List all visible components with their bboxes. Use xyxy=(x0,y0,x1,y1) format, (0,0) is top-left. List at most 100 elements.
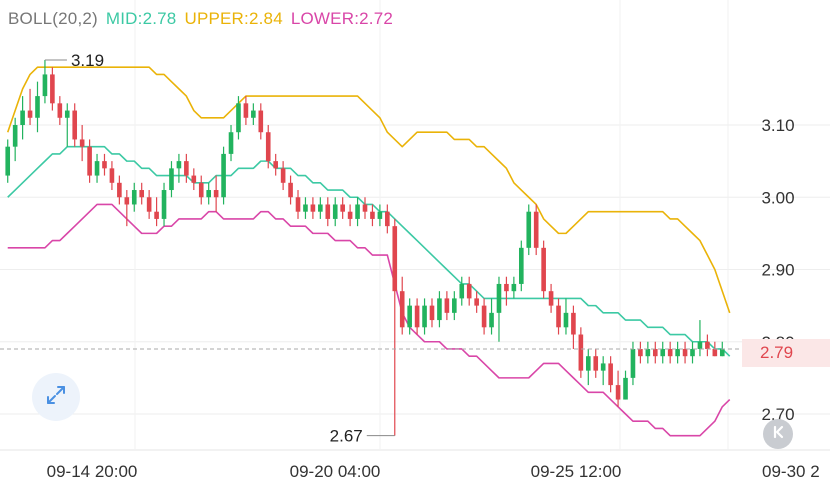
candle-down xyxy=(474,298,479,306)
candle-up xyxy=(35,96,40,118)
candle-up xyxy=(64,110,70,118)
expand-button[interactable] xyxy=(32,373,80,421)
candle-up xyxy=(697,341,703,349)
candle-up xyxy=(675,348,680,357)
upper-band-line xyxy=(6,66,731,314)
candle-down xyxy=(556,305,561,328)
candle-down xyxy=(288,182,293,198)
candle-up xyxy=(355,204,360,219)
candle-down xyxy=(280,168,286,183)
candle-down xyxy=(682,348,688,357)
candle-down xyxy=(310,204,316,212)
candle-down xyxy=(265,132,271,162)
candle-up xyxy=(519,247,524,284)
candle-down xyxy=(258,110,264,133)
candle-down xyxy=(541,247,546,292)
candle-down xyxy=(340,204,345,212)
candle-up xyxy=(12,125,18,147)
candle-down xyxy=(399,291,405,328)
candle-down xyxy=(481,305,487,328)
y-tick-label: 2.70 xyxy=(761,405,794,424)
candle-down xyxy=(548,291,554,306)
candle-down xyxy=(385,211,390,227)
candle-up xyxy=(377,211,383,219)
candle-down xyxy=(466,283,472,299)
candle-down xyxy=(370,211,375,219)
candle-up xyxy=(452,298,457,313)
lower-band-line xyxy=(7,203,731,437)
candle-down xyxy=(273,161,278,169)
x-tick-label: 09-25 12:00 xyxy=(531,462,622,481)
candle-up xyxy=(94,161,100,176)
x-axis: 09-14 20:00 09-20 04:00 09-25 12:00 09-30 2 xyxy=(47,462,820,481)
candle-down xyxy=(154,211,159,219)
candle-up xyxy=(228,132,234,154)
low-label: 2.67 xyxy=(330,427,363,446)
lower-label: LOWER:2.72 xyxy=(290,9,394,28)
candle-up xyxy=(690,348,695,357)
x-tick-label: 09-30 2 xyxy=(762,462,820,481)
candle-up xyxy=(422,305,427,328)
candle-down xyxy=(72,110,78,140)
y-tick-label: 3.00 xyxy=(761,188,794,207)
candle-down xyxy=(712,348,718,357)
candle-down xyxy=(362,204,368,212)
current-price-badge: 2.79 xyxy=(742,339,830,367)
scroll-back-button[interactable] xyxy=(763,419,793,449)
candle-up xyxy=(169,168,174,191)
indicator-name: BOLL(20,2) xyxy=(8,9,98,28)
candle-down xyxy=(198,182,204,198)
high-label: 3.19 xyxy=(71,51,104,70)
candle-up xyxy=(630,348,636,378)
candle-up xyxy=(623,377,628,400)
candle-up xyxy=(176,161,182,169)
candle-down xyxy=(593,356,599,371)
upper-label: UPPER:2.84 xyxy=(184,9,283,28)
candle-up xyxy=(585,356,591,371)
candle-down xyxy=(444,298,450,313)
candle-down xyxy=(578,334,584,371)
candle-down xyxy=(705,341,710,349)
candle-up xyxy=(600,363,606,371)
candle-up xyxy=(20,110,25,125)
candle-down xyxy=(102,161,107,169)
candle-down xyxy=(608,363,613,386)
expand-arrows-icon xyxy=(44,383,68,412)
candle-up xyxy=(645,348,651,357)
candle-up xyxy=(206,190,211,198)
candle-down xyxy=(27,110,33,118)
candle-up xyxy=(489,312,494,328)
candle-up xyxy=(563,312,569,328)
candle-down xyxy=(184,161,189,176)
candle-down xyxy=(504,283,509,292)
candle-up xyxy=(318,204,323,212)
mid-band-line xyxy=(7,145,731,357)
candle-down xyxy=(392,226,398,292)
candle-up xyxy=(131,190,137,205)
chevron-left-icon xyxy=(771,424,785,444)
candle-down xyxy=(50,74,55,104)
candle-down xyxy=(87,146,92,176)
candle-down xyxy=(124,197,130,205)
candle-down xyxy=(109,168,115,183)
candle-down xyxy=(57,103,63,118)
grid-lines xyxy=(0,0,830,451)
candle-up xyxy=(5,146,11,176)
candle-down xyxy=(79,139,85,147)
y-tick-label: 3.10 xyxy=(761,116,794,135)
x-tick-label: 09-20 04:00 xyxy=(290,462,381,481)
bollinger-bands xyxy=(6,66,731,437)
candle-down xyxy=(243,103,249,118)
candle-up xyxy=(719,348,725,357)
y-axis: 3.103.002.902.802.70 xyxy=(761,116,794,424)
mid-label: MID:2.78 xyxy=(105,9,177,28)
candle-down xyxy=(652,348,658,357)
candle-up xyxy=(660,348,666,357)
candle-down xyxy=(325,204,331,219)
candle-down xyxy=(139,190,145,198)
candle-up xyxy=(42,74,48,97)
candle-up xyxy=(236,103,241,133)
candle-up xyxy=(221,153,226,198)
indicator-legend: BOLL(20,2) MID:2.78 UPPER:2.84 LOWER:2.72 xyxy=(8,9,401,29)
